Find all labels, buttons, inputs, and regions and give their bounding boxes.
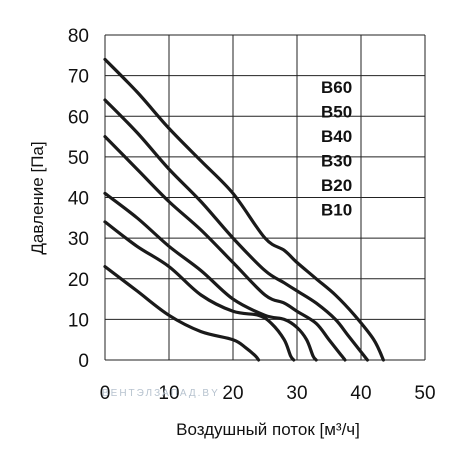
y-tick-label: 80 <box>68 26 89 47</box>
x-axis-label: Воздушный поток [м³/ч] <box>176 420 360 439</box>
grid <box>104 34 426 361</box>
series-line-b40 <box>103 135 347 362</box>
series-label-b60: B60 <box>321 78 352 97</box>
watermark: ВЕНТЭЛЗАПАД.BY <box>102 388 220 399</box>
x-tick-label: 10 <box>158 383 179 404</box>
y-tick-label: 60 <box>68 107 89 128</box>
y-tick-label: 30 <box>68 229 89 250</box>
series-lines <box>103 57 385 362</box>
series-label-b50: B50 <box>321 103 352 122</box>
y-tick-label: 20 <box>68 270 89 291</box>
y-tick-label: 40 <box>68 189 89 210</box>
y-tick-label: 50 <box>68 148 89 169</box>
x-tick-label: 0 <box>100 383 111 404</box>
x-tick-label: 20 <box>222 383 243 404</box>
series-line-b60 <box>103 57 385 362</box>
y-axis-label: Давление [Па] <box>28 141 47 254</box>
series-label-b10: B10 <box>321 201 352 220</box>
series-label-b20: B20 <box>321 176 352 195</box>
y-tick-label: 10 <box>68 310 89 331</box>
tick-labels: 0 10 20 30 40 50 0 10 20 30 40 50 60 70 80 <box>68 26 436 404</box>
series-line-b50 <box>103 98 369 362</box>
series-line-b10 <box>103 265 261 362</box>
series-line-b30 <box>103 191 318 362</box>
series-line-b20 <box>103 220 296 362</box>
series-label-b40: B40 <box>321 127 352 146</box>
x-tick-label: 30 <box>286 383 307 404</box>
x-tick-label: 40 <box>350 383 371 404</box>
series-labels: B60 B50 B40 B30 B20 B10 <box>321 78 352 220</box>
y-tick-label: 70 <box>68 67 89 88</box>
x-tick-label: 50 <box>414 383 435 404</box>
series-label-b30: B30 <box>321 152 352 171</box>
y-tick-label: 0 <box>78 351 89 372</box>
